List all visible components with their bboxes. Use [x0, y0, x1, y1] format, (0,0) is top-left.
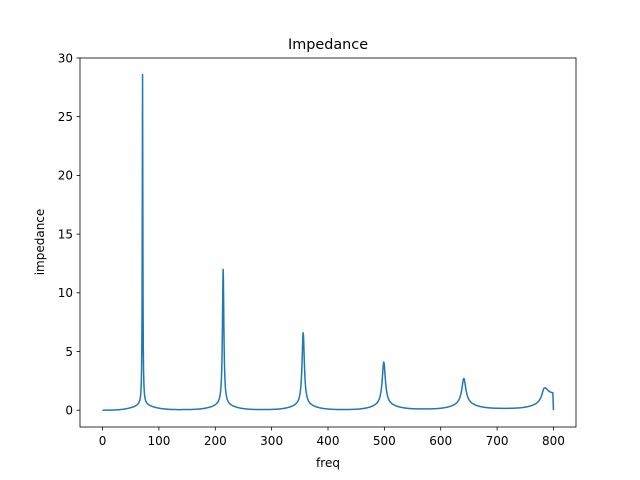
x-axis-ticks: 0 100 200 300 400 500 600 700 800 — [99, 427, 565, 448]
plot-area — [80, 58, 576, 427]
chart-title: Impedance — [288, 37, 368, 53]
x-tick-label: 500 — [373, 434, 396, 448]
y-tick-label: 15 — [58, 227, 73, 241]
x-axis-title: freq — [316, 456, 340, 470]
x-tick-label: 400 — [317, 434, 340, 448]
x-tick-label: 200 — [204, 434, 227, 448]
x-tick-label: 300 — [260, 434, 283, 448]
y-tick-label: 5 — [65, 345, 73, 359]
x-tick-label: 0 — [99, 434, 107, 448]
y-tick-label: 0 — [65, 404, 73, 418]
y-tick-label: 10 — [58, 286, 73, 300]
x-tick-label: 700 — [486, 434, 509, 448]
x-tick-label: 100 — [147, 434, 170, 448]
y-axis-title: impedance — [33, 209, 47, 276]
y-tick-label: 30 — [58, 51, 73, 65]
y-axis-ticks: 0 5 10 15 20 25 30 — [58, 51, 80, 418]
impedance-series-line — [102, 73, 555, 411]
y-tick-label: 20 — [58, 169, 73, 183]
x-tick-label: 600 — [429, 434, 452, 448]
x-tick-label: 800 — [542, 434, 565, 448]
y-tick-label: 25 — [58, 110, 73, 124]
plot-frame — [79, 57, 577, 428]
